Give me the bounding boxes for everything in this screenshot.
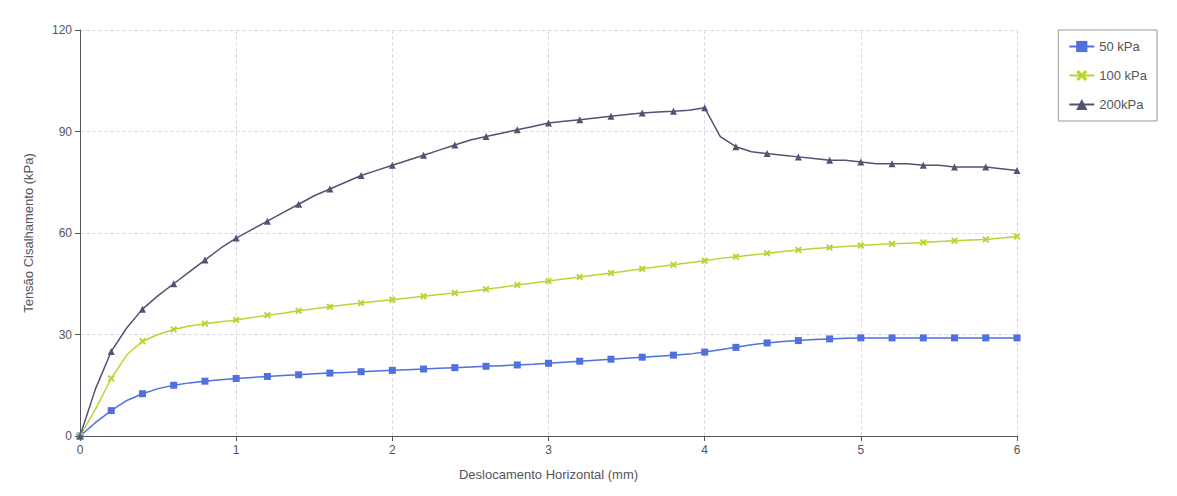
svg-text:6: 6 [1014,443,1021,457]
svg-text:Deslocamento Horizontal (mm): Deslocamento Horizontal (mm) [459,467,638,482]
svg-text:0: 0 [77,443,84,457]
svg-text:Tensão Cisalhamento (kPa): Tensão Cisalhamento (kPa) [21,153,36,313]
svg-text:60: 60 [59,226,73,240]
svg-text:2: 2 [389,443,396,457]
svg-text:100 kPa: 100 kPa [1099,68,1147,83]
svg-text:4: 4 [701,443,708,457]
svg-text:30: 30 [59,328,73,342]
svg-text:1: 1 [233,443,240,457]
svg-text:0: 0 [65,429,72,443]
svg-text:120: 120 [52,23,72,37]
svg-text:90: 90 [59,125,73,139]
svg-text:5: 5 [857,443,864,457]
svg-text:3: 3 [545,443,552,457]
svg-text:50 kPa: 50 kPa [1099,39,1140,54]
svg-text:200kPa: 200kPa [1099,97,1144,112]
